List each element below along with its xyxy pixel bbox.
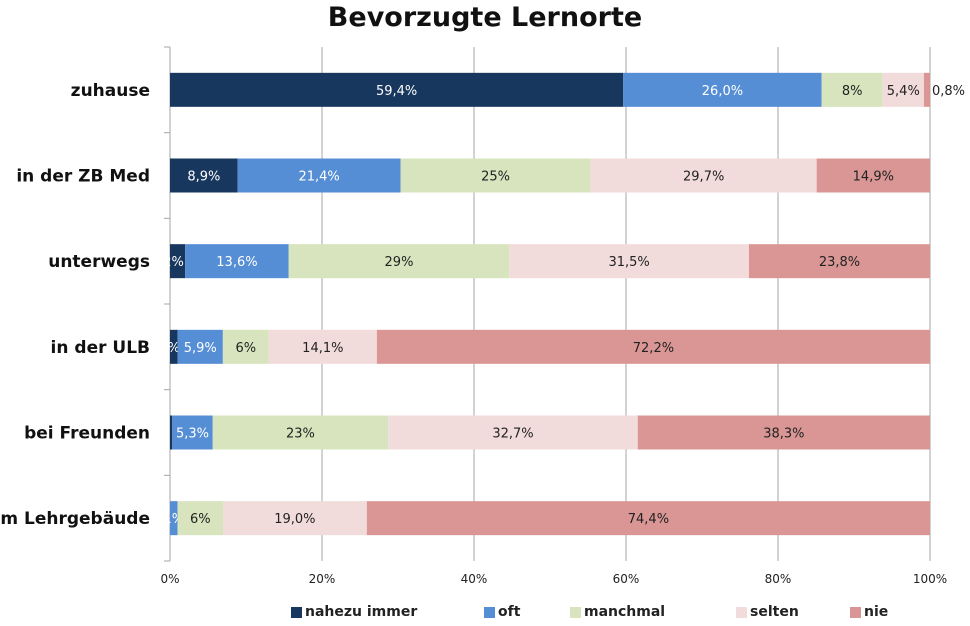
data-label: 59,4% [376,84,417,99]
data-label: 38,3% [763,427,804,442]
data-label: 6% [236,341,257,356]
bar-segment [268,329,377,364]
bar-segment [590,158,817,193]
category-label: in der ZB Med [16,167,150,187]
x-tick-label: 40% [461,572,488,586]
legend-label: nahezu immer [305,604,418,620]
bar-segment [288,244,510,279]
bar-segment [237,158,401,193]
bar-segment [170,415,173,450]
bar-segment [212,415,389,450]
bar-segment [509,244,749,279]
legend-label: nie [864,604,889,620]
bar-segment [882,72,924,107]
bar-segment [388,415,638,450]
data-label: 74,4% [628,512,669,527]
legend-item: nahezu immer [291,604,417,620]
chart-title: Bevorzugte Lernorte [327,2,643,33]
x-tick-label: 80% [765,572,792,586]
legend-swatch [570,606,581,618]
category-label: zuhause [71,81,150,101]
data-label: 25% [481,170,510,185]
category-label: im Lehrgebäude [0,509,150,529]
bar-segment [170,244,186,279]
legend-item: manchmal [570,604,665,620]
data-label: 19,0% [274,512,315,527]
data-label: 32,7% [492,427,533,442]
data-label: 29% [385,255,414,270]
legend-swatch [736,606,747,618]
bar-segment [816,158,930,193]
data-label: 14,1% [302,341,343,356]
legend-swatch [850,606,861,618]
bar-segment [222,329,269,364]
data-label: 5,9% [184,341,217,356]
bar-segment [748,244,930,279]
bar-segment [923,72,930,107]
bar-segment [172,415,213,450]
data-label: 31,5% [608,255,649,270]
bar-segment [637,415,930,450]
legend-swatch [291,606,302,618]
bar-segment [170,501,178,536]
bar-segment [185,244,289,279]
data-label: 8,9% [187,170,220,185]
category-label: bei Freunden [24,424,150,444]
x-tick-label: 60% [613,572,640,586]
bar-segment [222,501,367,536]
x-tick-label: 100% [913,572,947,586]
data-label: 0,8% [932,84,965,99]
bar-segment [177,329,223,364]
legend-swatch [484,606,495,618]
data-label: 13,6% [216,255,257,270]
legend-item: nie [850,604,888,620]
data-label: 21,4% [298,170,339,185]
data-label: 72,2% [633,341,674,356]
data-label: 26,0% [702,84,743,99]
bar-segment [170,72,624,107]
category-label: in der ULB [51,338,150,358]
bar-segment [170,329,178,364]
data-label: 23,8% [819,255,860,270]
category-label: unterwegs [48,252,150,272]
data-label: 6% [190,512,211,527]
legend-label: oft [498,604,521,620]
legend-item: selten [736,604,799,620]
bar-segment [623,72,822,107]
bar-segment [170,158,238,193]
data-label: 29,7% [683,170,724,185]
x-tick-label: 0% [160,572,179,586]
data-label: 5,4% [887,84,920,99]
data-label: 5,3% [176,427,209,442]
bar-segment [366,501,930,536]
data-label: 23% [286,427,315,442]
data-label: 14,9% [853,170,894,185]
bar-segment [376,329,930,364]
legend-label: manchmal [584,604,666,620]
bar-segment [400,158,591,193]
data-label: 1% [160,341,181,356]
x-tick-label: 20% [309,572,336,586]
bar-segment [177,501,223,536]
bar-segment [821,72,883,107]
legend-label: selten [750,604,799,620]
data-label: 8% [842,84,863,99]
data-label: 2% [163,255,184,270]
legend-item: oft [484,604,520,620]
